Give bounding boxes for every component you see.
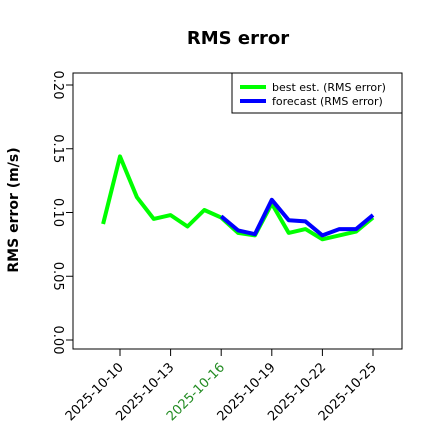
series-layer xyxy=(103,156,373,239)
y-axis-label: RMS error (m/s) xyxy=(6,147,22,272)
y-tick-label-1: 0.05 xyxy=(50,262,65,291)
legend-label-forecast: forecast (RMS error) xyxy=(272,95,383,108)
chart-title: RMS error xyxy=(187,28,289,49)
y-tick-label-3: 0.15 xyxy=(50,134,65,163)
y-tick-label-0: 0.00 xyxy=(50,326,65,355)
y-axis: 0.00 0.05 0.10 0.15 0.20 xyxy=(50,71,73,355)
y-tick-label-2: 0.10 xyxy=(50,198,65,227)
series-line-best-est xyxy=(103,156,373,239)
legend-label-best-est: best est. (RMS error) xyxy=(272,81,386,94)
plot-frame xyxy=(73,73,402,349)
x-axis: 2025-10-102025-10-132025-10-162025-10-19… xyxy=(63,349,380,424)
y-tick-label-4: 0.20 xyxy=(50,71,65,100)
legend: best est. (RMS error) forecast (RMS erro… xyxy=(232,73,402,113)
